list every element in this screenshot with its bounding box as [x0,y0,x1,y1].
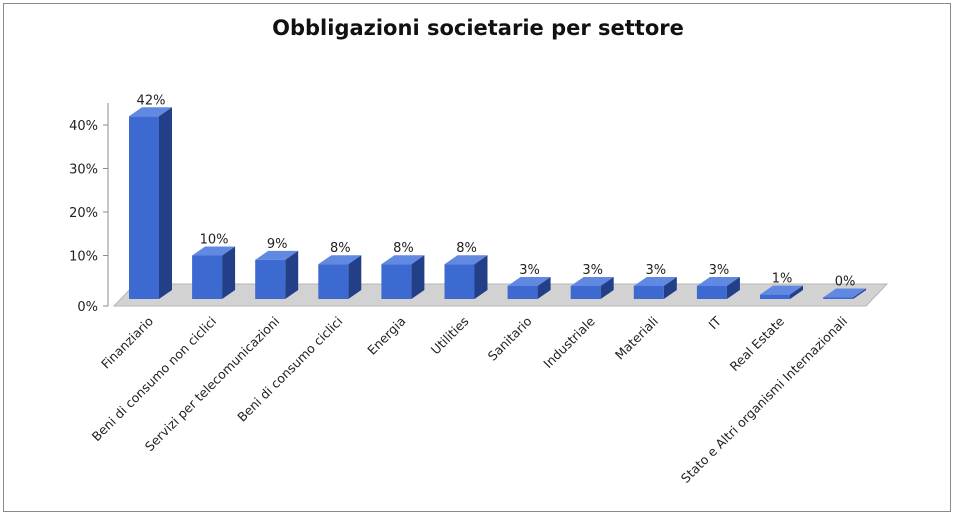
bar-top [318,255,362,265]
bar [255,259,286,299]
bar-top [444,255,488,265]
bar [823,297,854,299]
bar [507,285,538,299]
data-label: 3% [709,263,730,278]
bar [570,285,601,299]
bar-side [474,255,488,299]
y-tick-label: 40% [69,119,98,134]
x-tick-label: Finanziario [98,314,156,372]
bar-side [159,107,172,299]
data-label: 42% [137,93,166,108]
data-label: 3% [582,263,603,278]
bar-top [760,285,803,295]
data-label: 3% [645,263,666,278]
bar [318,264,349,299]
y-tick-label: 30% [69,163,98,178]
bar [192,255,223,299]
bar-top [192,246,236,256]
x-tick-label: Sanitario [485,314,535,364]
x-tick-label: Real Estate [727,313,788,374]
bar [129,116,159,299]
x-tick-label: Materiali [612,314,661,363]
bar-top [696,276,740,286]
x-tick-label: Beni di consumo ciclici [234,314,345,425]
bar-side [600,276,614,299]
bar [633,285,664,299]
bar [444,264,475,299]
bar-top [381,255,425,265]
bar-side [663,276,677,299]
bar-side [790,285,803,299]
bar-side [411,255,425,299]
data-label: 8% [330,241,351,256]
data-label: 9% [267,237,288,252]
data-label: 8% [456,241,477,256]
x-tick-label: Utilities [428,314,472,358]
bar-top [507,276,551,286]
data-label: 10% [200,233,229,248]
bar [760,294,790,299]
x-tick-label: Servizi per telecomunicazioni [142,314,283,455]
x-tick-label: Beni di consumo non ciclici [89,314,220,445]
bar-side [726,276,740,299]
bar-top [823,288,867,298]
data-label: 8% [393,241,414,256]
chart-title: Obbligazioni societarie per settore [272,16,684,40]
data-label: 1% [772,272,793,287]
bar-top [633,276,677,286]
bar-top [129,107,172,117]
bar-side [285,250,299,299]
y-tick-label: 20% [69,206,98,221]
y-tick-label: 0% [77,300,98,315]
x-tick-label: Energia [364,314,408,358]
x-tick-label: Industriale [540,313,598,371]
bar-side [853,288,867,299]
chart-floor [112,283,889,307]
bar [696,285,727,299]
y-tick-label: 10% [69,250,98,265]
x-tick-label: IT [705,313,724,332]
bar-side [348,255,362,299]
bar-side [222,246,236,299]
data-label: 3% [519,263,540,278]
bar-top [255,250,299,260]
bar-side [537,276,551,299]
data-label: 0% [835,274,856,289]
bar [381,264,412,299]
bar-top [570,276,614,286]
